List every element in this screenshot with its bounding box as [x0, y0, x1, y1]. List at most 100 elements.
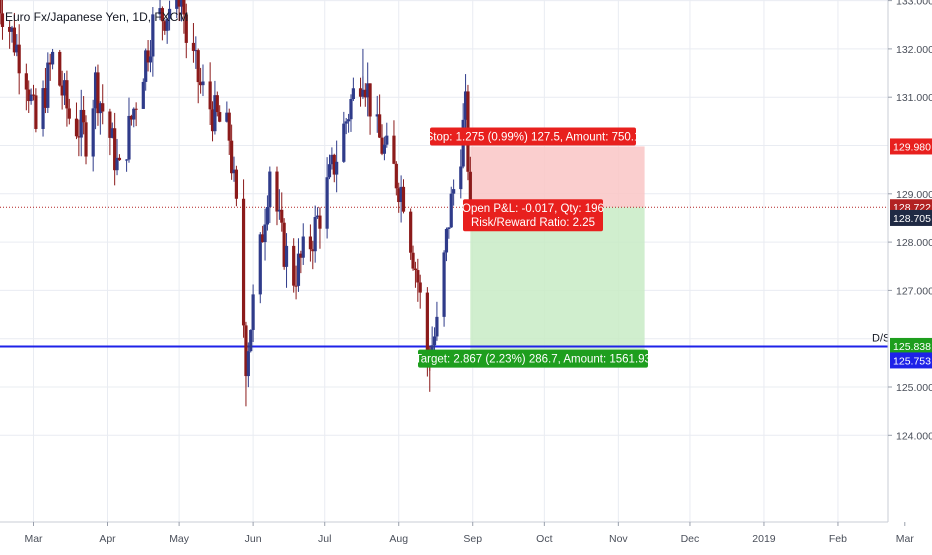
candle-down — [425, 292, 429, 360]
candle-down — [0, 0, 2, 14]
candle-down — [413, 268, 418, 271]
time-tick-label: May — [169, 533, 190, 545]
target-label-text: Target: 2.867 (2.23%) 286.7, Amount: 156… — [415, 354, 651, 366]
candle-down — [332, 154, 336, 175]
candle-down — [177, 0, 181, 7]
position-labels: Stop: 1.275 (0.99%) 127.5, Amount: 750.1… — [415, 127, 651, 368]
candle-up — [315, 215, 320, 218]
candle-down — [378, 114, 382, 138]
candle-down — [48, 62, 52, 65]
candle-up — [351, 88, 355, 100]
candle-down — [363, 89, 367, 98]
candle-down — [0, 13, 5, 27]
target-label-bg — [418, 349, 648, 368]
price-tag: 129.980 — [890, 138, 932, 155]
ds-line-label: D/S — [872, 333, 890, 345]
candle-up — [232, 169, 236, 174]
price-tag-bg — [890, 352, 932, 369]
candle-up — [165, 18, 169, 31]
candle-down — [182, 0, 186, 15]
stop-zone — [470, 146, 645, 208]
candle-up — [382, 144, 387, 154]
candle-down — [397, 188, 401, 203]
candle-down — [234, 169, 239, 199]
candle-up — [29, 94, 33, 102]
candle-down — [308, 236, 313, 250]
candle-down — [12, 27, 17, 53]
candle-down — [358, 88, 363, 97]
candle-up — [179, 0, 184, 7]
candle-down — [318, 215, 322, 229]
grid — [0, 0, 906, 522]
stop-label-bg — [430, 127, 636, 146]
risk-reward-text: Risk/Reward Ratio: 2.25 — [471, 217, 595, 229]
candle-up — [447, 227, 451, 229]
candle-down — [311, 249, 315, 252]
candle-down — [261, 234, 265, 243]
price-tick-label: 128.000 — [896, 237, 932, 249]
time-tick-label: 2019 — [752, 533, 776, 545]
candle-up — [449, 193, 453, 228]
candle-up — [62, 80, 67, 96]
time-tick-label: Jul — [318, 533, 331, 545]
candle-up — [346, 119, 351, 122]
candle-up — [144, 50, 148, 82]
candle-up — [151, 14, 155, 57]
candle-down — [368, 83, 372, 117]
price-tag-bg — [890, 209, 932, 226]
candle-up — [246, 351, 250, 377]
candle-up — [46, 62, 50, 108]
candle-down — [418, 282, 422, 293]
price-tick-label: 132.000 — [896, 44, 932, 56]
candle-up — [349, 99, 353, 120]
chart-title: Euro Fx/Japanese Yen, 1D, FXCM — [5, 10, 189, 24]
candle-down — [230, 140, 234, 174]
candle-down — [468, 171, 472, 209]
candle-up — [213, 95, 217, 132]
candle-up — [327, 164, 332, 178]
candle-down — [191, 42, 196, 51]
candle-down — [96, 72, 100, 114]
candle-down — [411, 252, 415, 269]
price-tag: 125.753 — [890, 352, 932, 369]
stop-label-text: Stop: 1.275 (0.99%) 127.5, Amount: 750.1 — [426, 131, 641, 143]
time-axis[interactable]: Mar Apr May Jun Jul Aug Sep Oct Nov Dec 2019 Feb Mar — [0, 521, 914, 545]
candle-up — [284, 245, 289, 267]
candle-up — [330, 154, 334, 165]
candle-down — [113, 128, 117, 171]
candle-down — [198, 82, 203, 86]
time-tick-label: Dec — [681, 533, 700, 545]
candle-down — [24, 73, 28, 90]
price-axis[interactable]: 133.000 132.000 131.000 129.000 128.000 127.0… — [887, 0, 932, 522]
candle-down — [84, 122, 88, 157]
candle-up — [375, 114, 379, 117]
candle-down — [208, 81, 212, 110]
candle-up — [399, 186, 403, 203]
price-tick-label: 133.000 — [896, 0, 932, 8]
candle-up — [148, 56, 153, 63]
candle-up — [167, 8, 172, 19]
candle-up — [444, 228, 449, 253]
candle-up — [201, 81, 205, 86]
candle-up — [442, 252, 446, 317]
candle-down — [394, 163, 398, 189]
candle-down — [65, 80, 69, 109]
candle-down — [280, 209, 284, 223]
candle-up — [225, 112, 229, 122]
candle-up — [452, 189, 456, 194]
candle-up — [325, 177, 329, 229]
candle-up — [141, 81, 145, 109]
target-label: Target: 2.867 (2.23%) 286.7, Amount: 156… — [415, 349, 651, 368]
candle-up — [127, 115, 131, 160]
candle-down — [218, 112, 222, 122]
candle-up — [15, 44, 19, 53]
pnl-label: Open P&L: -0.017, Qty: 196 Risk/Reward Ra… — [462, 199, 604, 232]
time-tick-label: Jun — [245, 533, 262, 545]
candle-down — [146, 50, 150, 63]
candle-down — [82, 109, 86, 123]
price-tag-text: 125.753 — [893, 355, 931, 367]
candle-up — [301, 236, 305, 258]
time-tick-label: Aug — [389, 533, 408, 545]
